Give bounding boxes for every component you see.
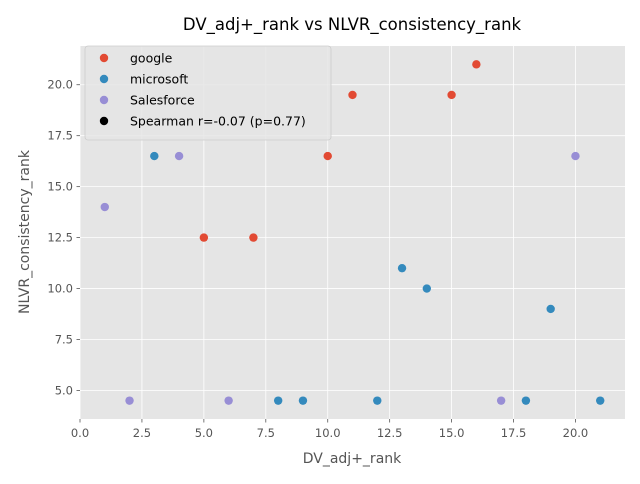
point-salesforce [174, 151, 184, 161]
legend-label: Salesforce [130, 93, 195, 108]
point-google [447, 90, 456, 100]
point-google [323, 151, 332, 161]
y-tick-label: 10.0 [47, 282, 73, 296]
legend-entries: google microsoft Salesforce Spearman r=-0.0… [99, 51, 306, 129]
point-salesforce [224, 396, 233, 405]
point-microsoft [546, 304, 555, 314]
y-tick-label: 17.5 [47, 129, 73, 143]
y-tick-label: 7.5 [55, 333, 73, 347]
legend-marker [99, 53, 109, 63]
point-microsoft [273, 396, 283, 405]
point-microsoft [596, 396, 605, 405]
legend-label: google [130, 51, 173, 66]
legend-marker [99, 116, 109, 126]
y-axis-label: NLVR_consistency_rank [17, 149, 33, 314]
y-tick-label: 5.0 [55, 383, 73, 397]
point-google [199, 233, 209, 242]
x-tick-label: 12.5 [377, 426, 403, 440]
point-salesforce [571, 151, 580, 161]
point-microsoft [373, 396, 382, 405]
axis-ticks: 0.0 2.5 5.0 7.5 10.0 12.5 15.0 17.5 20.0 5.0 7.5 10… [47, 78, 588, 440]
point-microsoft [422, 284, 432, 293]
x-tick-label: 17.5 [501, 426, 527, 440]
x-tick-label: 7.5 [257, 426, 275, 440]
x-tick-label: 20.0 [563, 426, 589, 440]
y-tick-label: 12.5 [47, 231, 73, 245]
data-points [100, 60, 605, 405]
point-google [472, 60, 481, 69]
point-google [348, 90, 357, 100]
x-tick-label: 0.0 [71, 426, 89, 440]
legend-marker [99, 95, 109, 105]
y-tick-label: 20.0 [47, 78, 73, 92]
point-google [249, 233, 258, 242]
point-microsoft [397, 263, 407, 273]
x-tick-label: 5.0 [195, 426, 213, 440]
chart-title: DV_adj+_rank vs NLVR_consistency_rank [183, 15, 522, 35]
x-axis-label: DV_adj+_rank [303, 451, 402, 467]
point-microsoft [521, 396, 531, 405]
legend: google microsoft Salesforce Spearman r=-0.0… [84, 45, 332, 141]
point-salesforce [100, 202, 109, 212]
y-tick-label: 15.0 [47, 180, 73, 194]
point-salesforce [496, 396, 506, 405]
point-salesforce [125, 396, 134, 405]
point-microsoft [298, 396, 308, 405]
point-microsoft [150, 151, 159, 161]
legend-label: Spearman r=-0.07 (p=0.77) [130, 114, 306, 129]
legend-box [84, 45, 332, 141]
x-tick-label: 10.0 [315, 426, 341, 440]
x-tick-label: 15.0 [439, 426, 465, 440]
legend-label: microsoft [130, 72, 188, 87]
x-tick-label: 2.5 [133, 426, 151, 440]
legend-marker [99, 74, 109, 84]
